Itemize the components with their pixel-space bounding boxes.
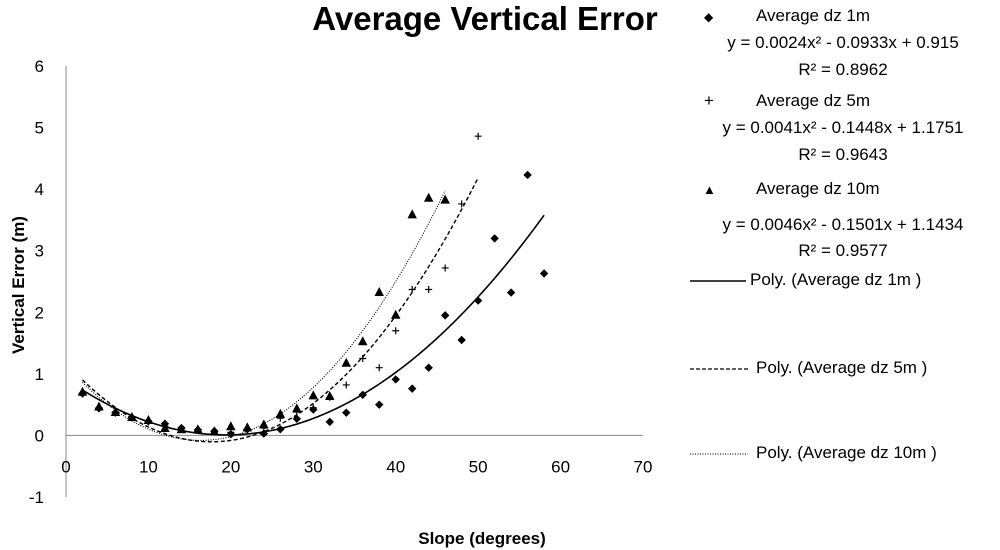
x-tick-label: 60 [551, 457, 570, 476]
x-tick-label: 20 [221, 457, 240, 476]
solid-line-icon [690, 280, 746, 282]
plus-icon: + [704, 91, 714, 110]
x-tick-label: 10 [139, 457, 158, 476]
data-point-dz-5m [474, 132, 482, 140]
legend-series-label: Average dz 5m [756, 91, 871, 110]
y-axis-label: Vertical Error (m) [9, 216, 28, 354]
data-point-dz-1m [490, 234, 499, 243]
data-point-dz-10m [193, 424, 203, 434]
data-point-dz-10m [325, 391, 335, 401]
trendline-dashed-series-2 [82, 177, 479, 443]
x-tick-label: 40 [386, 457, 405, 476]
legend-trend-dz-10m: Poly. (Average dz 10m ) [690, 443, 1000, 465]
data-point-dz-1m [506, 288, 516, 297]
data-point-dz-10m [242, 422, 253, 432]
trendline-equation: y = 0.0041x² - 0.1448x + 1.1751 [722, 118, 964, 137]
x-tick-label: 30 [304, 457, 323, 476]
data-point-dz-10m [127, 411, 137, 421]
data-point-dz-10m [160, 423, 170, 433]
legend-series-label: Average dz 1m [756, 6, 871, 25]
x-tick-label: 70 [634, 457, 653, 476]
data-point-dz-1m [325, 417, 334, 427]
trendline-r2: R² = 0.9643 [798, 145, 888, 164]
trendline-dotted-series-3 [82, 190, 446, 441]
dotted-line-icon [690, 453, 748, 455]
y-tick-label: 6 [35, 57, 44, 76]
data-point-dz-10m [308, 390, 319, 400]
legend-trend-dz-5m: Poly. (Average dz 5m ) [690, 358, 1000, 380]
data-point-dz-1m [292, 414, 301, 424]
data-point-dz-10m [374, 286, 384, 296]
data-point-dz-1m [276, 425, 285, 434]
y-tick-label: 1 [35, 365, 44, 384]
data-point-dz-5m [359, 354, 367, 362]
data-point-dz-1m [473, 296, 483, 305]
data-point-dz-10m [423, 192, 434, 202]
data-point-dz-10m [94, 401, 104, 411]
diamond-icon: ◆ [704, 10, 714, 24]
x-axis-label: Slope (degrees) [418, 529, 546, 548]
trendline-r2: R² = 0.9577 [798, 241, 888, 260]
data-point-dz-1m [342, 408, 351, 417]
data-point-dz-1m [457, 335, 466, 345]
triangle-icon: ▲ [703, 182, 716, 197]
trendline-equation: y = 0.0024x² - 0.0933x + 0.915 [727, 33, 959, 52]
data-point-dz-10m [110, 407, 121, 417]
data-point-dz-5m [441, 264, 449, 272]
trendline-solid-series-1 [82, 214, 545, 436]
data-point-dz-1m [375, 400, 384, 409]
data-point-dz-10m [390, 309, 401, 319]
data-point-dz-5m [425, 286, 433, 294]
data-point-dz-1m [408, 384, 417, 393]
legend-series-label: Average dz 10m [756, 179, 880, 198]
trendline-equation: y = 0.0046x² - 0.1501x + 1.1434 [722, 215, 964, 234]
data-point-dz-1m [259, 429, 269, 438]
chart-title: Average Vertical Error [312, 0, 658, 37]
data-point-dz-5m [392, 327, 400, 335]
data-point-dz-10m [440, 194, 450, 204]
legend-trend-label: Poly. (Average dz 1m ) [750, 270, 922, 289]
legend-trend-dz-1m: Poly. (Average dz 1m ) [690, 270, 1000, 292]
data-point-dz-10m [292, 403, 302, 413]
y-tick-label: 5 [35, 119, 44, 138]
y-tick-label: 0 [35, 426, 44, 445]
data-point-dz-1m [424, 363, 433, 372]
data-point-dz-5m [375, 364, 383, 372]
data-point-dz-5m [408, 286, 416, 294]
legend-trend-label: Poly. (Average dz 5m ) [756, 358, 928, 377]
data-point-dz-10m [143, 415, 154, 425]
y-tick-label: -1 [29, 488, 44, 507]
data-point-dz-10m [341, 357, 352, 367]
data-point-dz-1m [358, 390, 367, 399]
data-point-dz-5m [309, 404, 317, 412]
trendline-r2: R² = 0.8962 [798, 60, 888, 79]
data-point-dz-1m [523, 170, 532, 180]
x-tick-label: 50 [469, 457, 488, 476]
data-point-dz-10m [357, 336, 368, 346]
dashed-line-icon [690, 368, 748, 370]
data-point-dz-10m [77, 386, 88, 396]
data-point-dz-5m [342, 381, 350, 389]
data-point-dz-10m [275, 408, 286, 418]
data-point-dz-1m [539, 269, 549, 278]
data-point-dz-1m [391, 375, 400, 384]
x-tick-label: 0 [61, 457, 70, 476]
data-point-dz-10m [226, 421, 236, 431]
data-point-dz-1m [440, 311, 450, 320]
y-tick-label: 2 [35, 303, 44, 322]
data-point-dz-5m [458, 200, 466, 208]
y-tick-label: 4 [35, 180, 44, 199]
legend-trend-label: Poly. (Average dz 10m ) [756, 443, 937, 462]
data-point-dz-10m [209, 426, 220, 436]
data-point-dz-10m [176, 424, 187, 434]
y-tick-label: 3 [35, 242, 44, 261]
data-point-dz-10m [407, 209, 417, 219]
data-point-dz-10m [259, 419, 269, 429]
